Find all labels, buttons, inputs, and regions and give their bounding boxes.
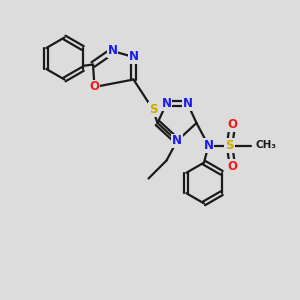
Text: S: S bbox=[149, 103, 157, 116]
Text: N: N bbox=[172, 134, 182, 148]
Text: N: N bbox=[107, 44, 118, 58]
Text: N: N bbox=[203, 139, 214, 152]
Text: N: N bbox=[161, 97, 172, 110]
Text: N: N bbox=[182, 97, 193, 110]
Text: N: N bbox=[128, 50, 139, 64]
Text: CH₃: CH₃ bbox=[256, 140, 277, 151]
Text: O: O bbox=[227, 160, 238, 173]
Text: O: O bbox=[227, 118, 238, 131]
Text: S: S bbox=[225, 139, 234, 152]
Text: O: O bbox=[89, 80, 100, 94]
